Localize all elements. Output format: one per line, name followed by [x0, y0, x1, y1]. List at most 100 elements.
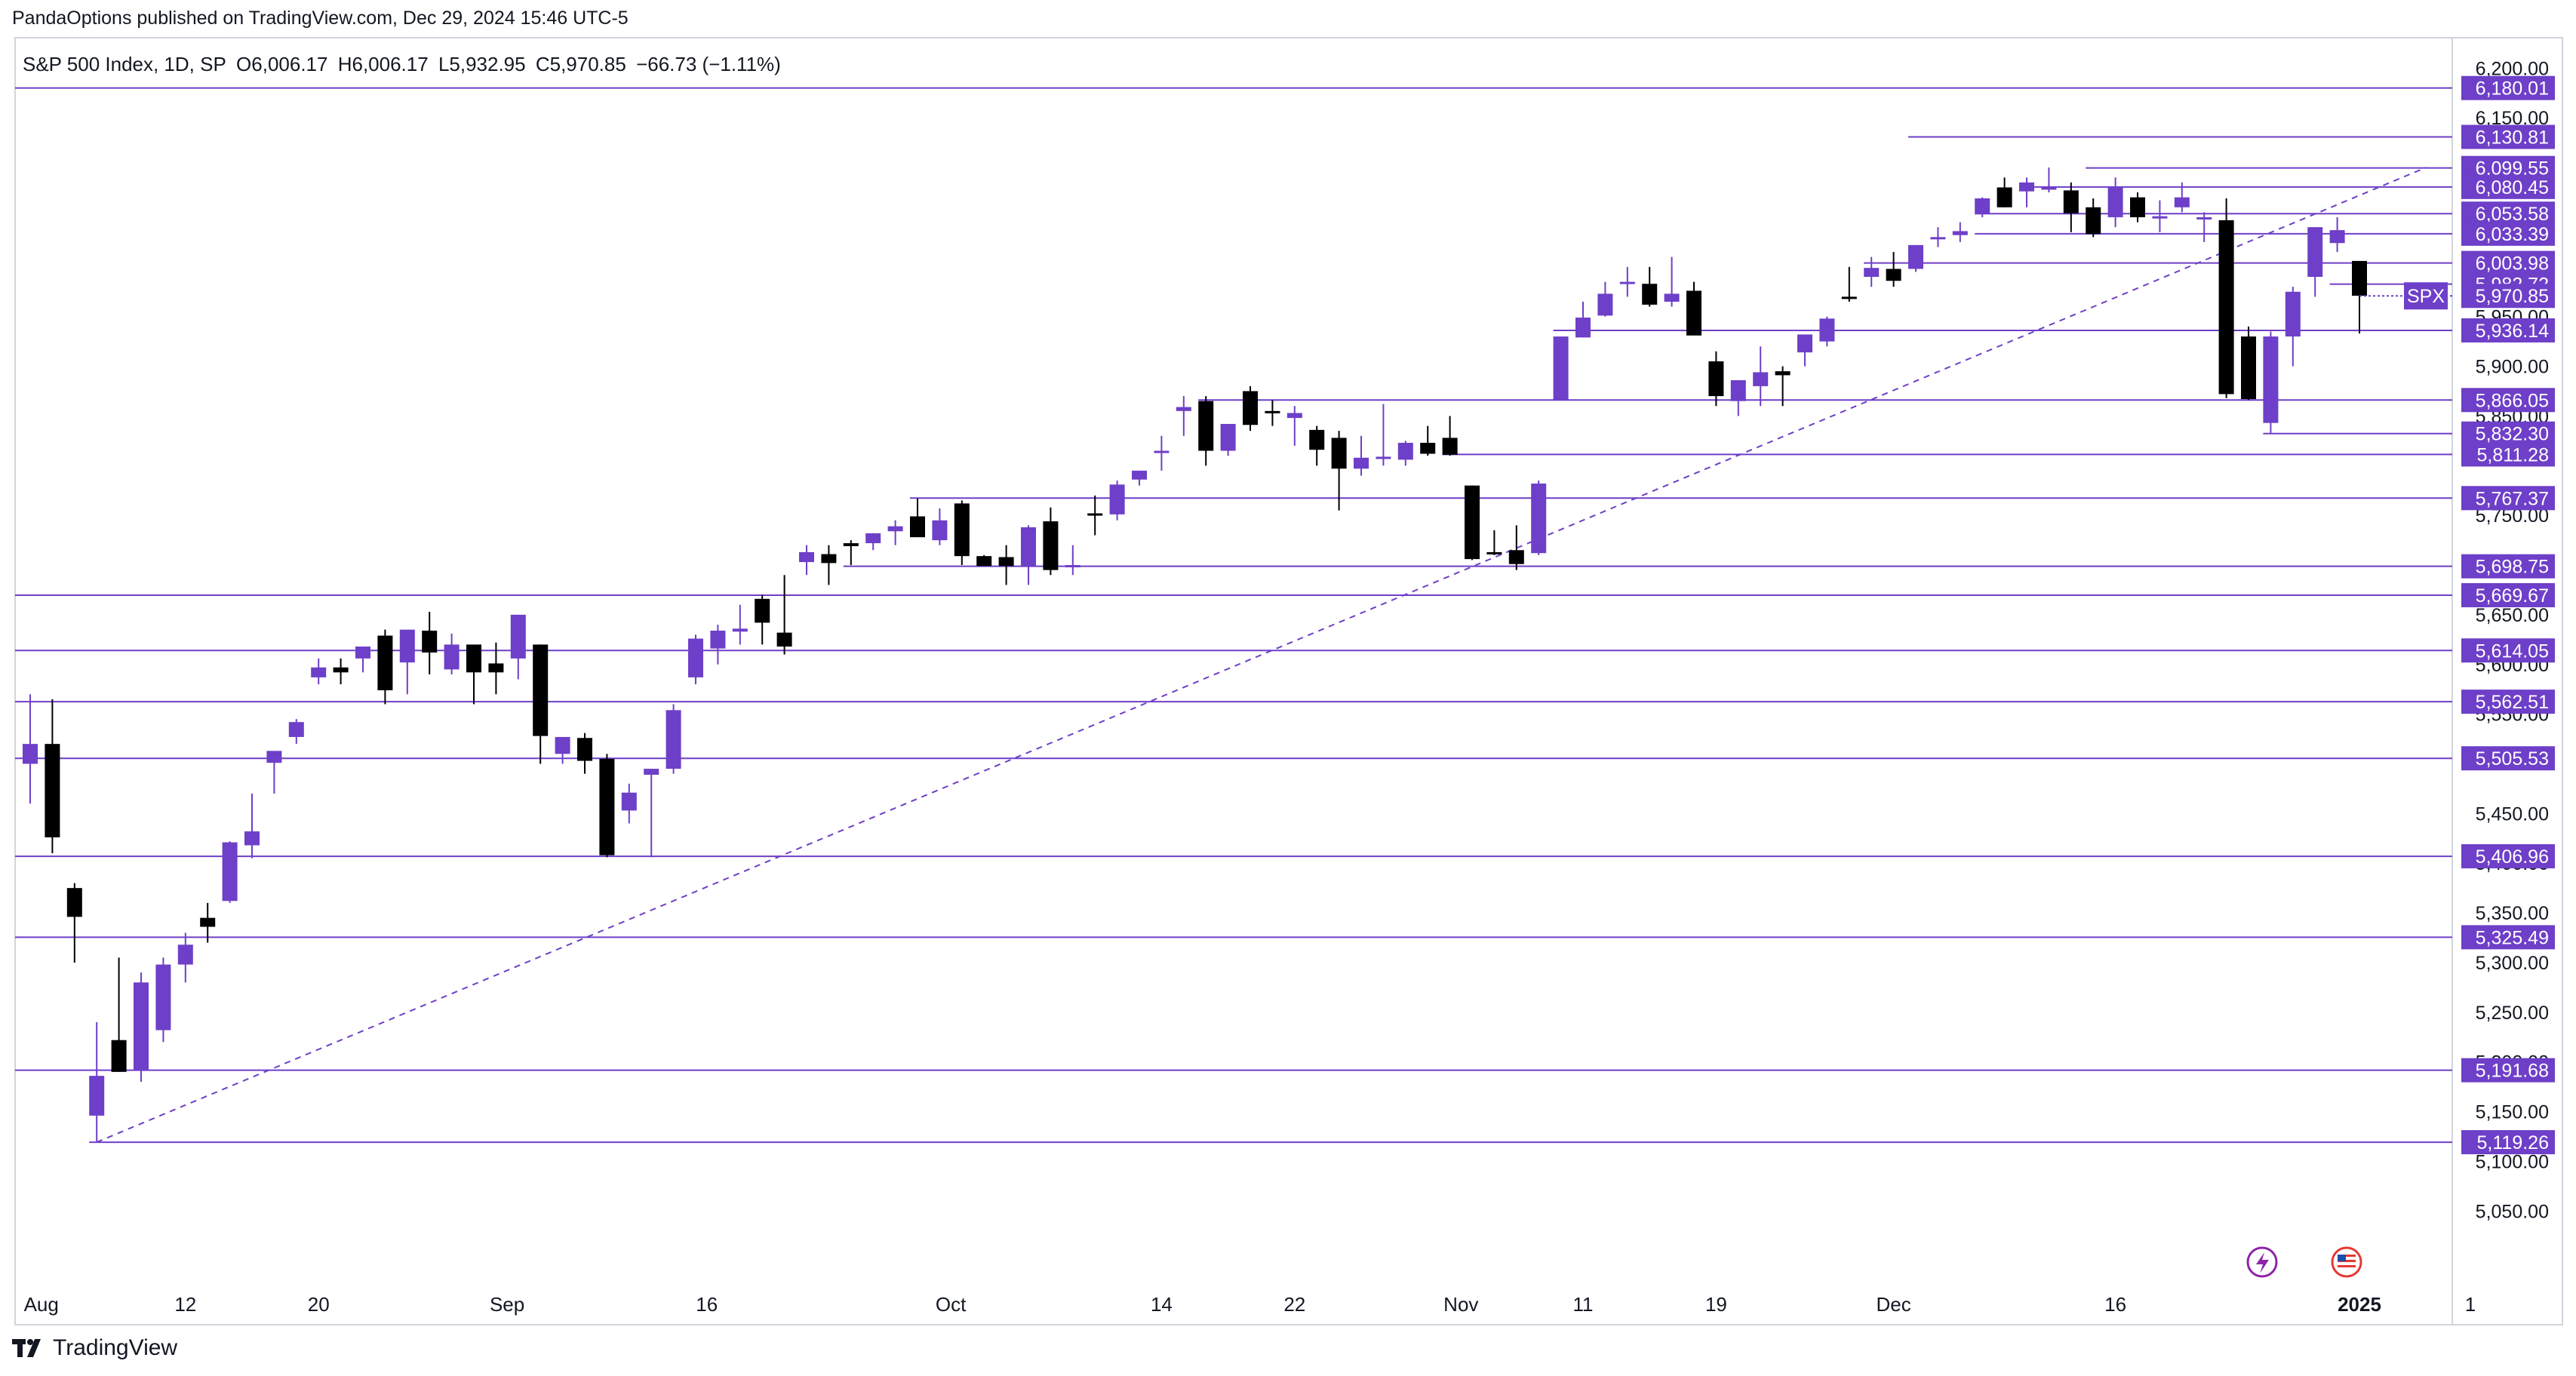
- level-label-text: 5,406.96: [2476, 846, 2549, 868]
- candle-body: [155, 964, 171, 1030]
- symbol-tag-box: [2404, 282, 2448, 310]
- candle-body: [45, 744, 60, 837]
- candle-body: [2352, 260, 2367, 296]
- time-tick-label: 22: [1283, 1293, 1305, 1316]
- candle-body: [1819, 318, 1835, 342]
- candle-body: [244, 831, 260, 846]
- candle-body: [2329, 230, 2345, 244]
- candle-body: [621, 792, 637, 811]
- level-label-box: [2461, 582, 2555, 607]
- candle-body: [1841, 296, 1857, 299]
- time-tick-label: Oct: [936, 1293, 967, 1316]
- candle-body: [1265, 410, 1280, 413]
- candle-body: [1952, 231, 1968, 235]
- candle-body: [577, 738, 592, 761]
- candle-body: [23, 744, 38, 764]
- time-tick-label: 20: [308, 1293, 330, 1316]
- candle-body: [1997, 187, 2012, 207]
- candle-body: [1021, 527, 1036, 567]
- level-label-text: 6,080.45: [2476, 177, 2549, 198]
- ascending-trendline[interactable]: [96, 167, 2427, 1143]
- price-tick-label: 6,200.00: [2476, 58, 2549, 79]
- lightning-icon[interactable]: [2246, 1246, 2278, 1278]
- candle-body: [555, 736, 570, 754]
- candle-body: [688, 638, 703, 677]
- candle-body: [1531, 484, 1547, 554]
- level-label-box: [2461, 174, 2555, 199]
- candle-body: [755, 598, 770, 623]
- candle-body: [533, 644, 549, 736]
- candle-body: [1198, 401, 1214, 451]
- candle-body: [111, 1040, 127, 1072]
- level-label-text: 5,811.28: [2477, 444, 2549, 465]
- candle-body: [1975, 198, 1990, 213]
- time-tick-label: Sep: [490, 1293, 524, 1316]
- candle-body: [311, 667, 327, 677]
- candle-body: [2285, 291, 2301, 337]
- tradingview-footer[interactable]: TradingView: [12, 1335, 177, 1361]
- candle-body: [1176, 407, 1191, 411]
- candle-body: [1087, 513, 1103, 516]
- candle-body: [1686, 290, 1701, 336]
- candle-body: [1220, 423, 1236, 451]
- level-label-box: [2461, 1130, 2555, 1155]
- candle-body: [1154, 450, 1170, 453]
- candle-body: [1619, 281, 1635, 284]
- symbol-legend: S&P 500 Index, 1D, SP O6,006.17 H6,006.1…: [23, 53, 785, 76]
- level-label-text: 5,191.68: [2476, 1061, 2549, 1082]
- candle-body: [1420, 442, 1436, 454]
- candle-body: [1486, 551, 1502, 554]
- candle-body: [1908, 244, 1923, 269]
- level-label-text: 6,033.39: [2476, 224, 2549, 245]
- level-label-box: [2461, 746, 2555, 771]
- legend-symbol: S&P 500 Index, 1D, SP: [23, 53, 226, 75]
- price-axis-border: [2452, 37, 2563, 1325]
- price-tick-label: 5,100.00: [2476, 1151, 2549, 1172]
- price-tick-label: 5,050.00: [2476, 1201, 2549, 1222]
- time-tick-label: 11: [1573, 1293, 1594, 1316]
- level-label-box: [2461, 421, 2555, 446]
- candle-body: [644, 769, 659, 775]
- candle-body: [2307, 227, 2323, 277]
- price-tick-label: 5,450.00: [2476, 803, 2549, 825]
- level-label-text: 5,936.14: [2476, 321, 2549, 342]
- level-label-text: 5,767.37: [2476, 488, 2549, 509]
- horizontal-levels: [15, 87, 2452, 1144]
- candle-body: [2218, 220, 2234, 395]
- candle-body: [2174, 197, 2190, 207]
- candle-body: [1664, 293, 1680, 302]
- candle-body: [1331, 438, 1347, 469]
- candle-body: [1508, 550, 1524, 564]
- last-price-label-text: 5,970.85: [2476, 286, 2549, 307]
- level-price-labels: 6,180.016,130.816,099.556,080.456,053.58…: [2461, 75, 2555, 1155]
- legend-low: L5,932.95: [438, 53, 526, 75]
- candle-body: [2130, 197, 2145, 217]
- candle-body: [1642, 284, 1658, 305]
- level-label-box: [2461, 221, 2555, 246]
- level-label-box: [2461, 388, 2555, 413]
- candle-body: [932, 520, 948, 541]
- candle-body: [466, 644, 481, 673]
- us-flag-icon[interactable]: [2331, 1246, 2362, 1278]
- time-axis-ticks: Aug 12 20 Sep 16 Oct 14 22 Nov 11 19 Dec 16 2025 1: [24, 1293, 2476, 1316]
- candle-body: [1286, 413, 1302, 419]
- last-price-marker: SPX 5,970.85: [2359, 282, 2555, 310]
- candle-body: [1886, 269, 1901, 281]
- candle-body: [732, 628, 748, 632]
- price-tick-label: 5,250.00: [2476, 1003, 2549, 1024]
- candle-body: [333, 667, 349, 673]
- candle-body: [710, 630, 726, 649]
- candle-body: [910, 516, 925, 538]
- level-label-text: 6,130.81: [2476, 127, 2549, 148]
- candle-body: [1109, 484, 1125, 514]
- candle-body: [1575, 318, 1591, 338]
- level-label-text: 6,003.98: [2476, 253, 2549, 275]
- candle-body: [1730, 379, 1746, 401]
- candle-body: [821, 554, 837, 564]
- candle-body: [422, 630, 438, 653]
- level-label-text: 5,119.26: [2477, 1132, 2549, 1153]
- candle-body: [444, 644, 460, 670]
- level-label-box: [2461, 690, 2555, 714]
- candles: [23, 167, 2367, 1142]
